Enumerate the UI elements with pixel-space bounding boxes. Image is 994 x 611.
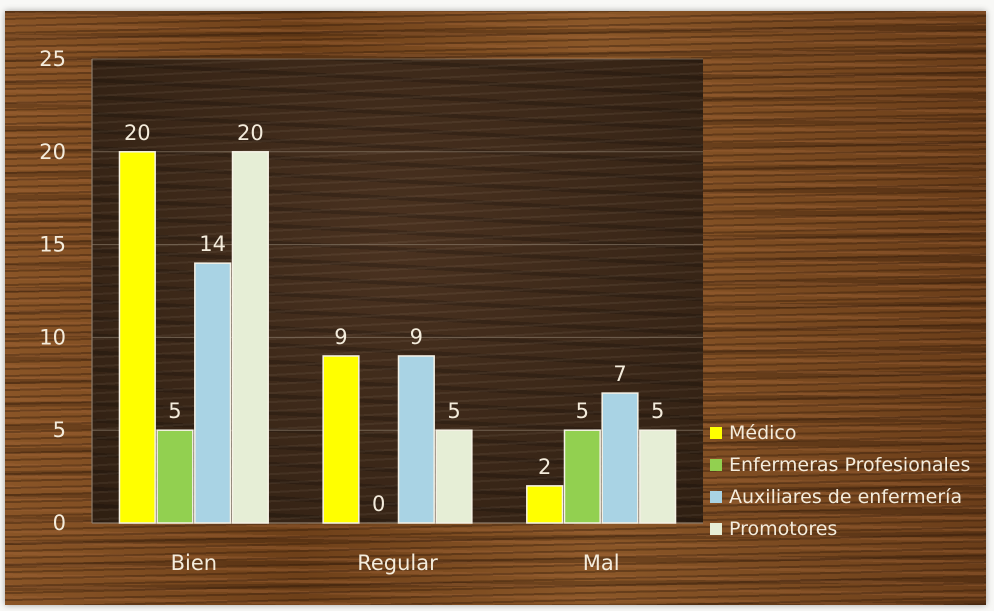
legend-swatch bbox=[710, 523, 722, 535]
legend-swatch bbox=[710, 427, 722, 439]
legend-swatch bbox=[710, 491, 722, 503]
data-label: 14 bbox=[199, 232, 226, 256]
bar bbox=[526, 485, 564, 524]
y-tick-label: 5 bbox=[53, 418, 66, 442]
data-label: 0 bbox=[372, 492, 385, 516]
bar bbox=[322, 355, 360, 524]
legend-label: Auxiliares de enfermería bbox=[729, 486, 962, 508]
bar bbox=[231, 151, 269, 524]
axes bbox=[91, 59, 703, 524]
bar bbox=[563, 429, 601, 524]
bar bbox=[397, 355, 435, 524]
data-label: 5 bbox=[651, 399, 664, 423]
data-label: 9 bbox=[410, 325, 423, 349]
bar bbox=[435, 429, 473, 524]
x-axis-ticks: Bien Regular Mal bbox=[171, 551, 620, 575]
y-tick-label: 20 bbox=[39, 140, 66, 164]
legend: Médico Enfermeras Profesionales Auxiliares… bbox=[710, 422, 970, 540]
bar bbox=[639, 429, 677, 524]
data-label: 5 bbox=[576, 399, 589, 423]
gridlines bbox=[92, 58, 703, 431]
legend-swatch bbox=[710, 459, 722, 471]
x-tick-label: Regular bbox=[357, 551, 438, 575]
y-tick-label: 25 bbox=[39, 47, 66, 71]
data-label: 20 bbox=[124, 121, 151, 145]
bar bbox=[601, 392, 639, 524]
y-tick-label: 0 bbox=[53, 511, 66, 535]
data-label: 5 bbox=[447, 399, 460, 423]
plot-area bbox=[92, 59, 703, 523]
data-label: 7 bbox=[613, 362, 626, 386]
bar bbox=[118, 151, 156, 524]
x-tick-label: Bien bbox=[171, 551, 217, 575]
y-axis-ticks: 0 5 10 15 20 25 bbox=[39, 47, 66, 535]
legend-label: Médico bbox=[729, 422, 797, 444]
data-label: 9 bbox=[334, 325, 347, 349]
y-tick-label: 10 bbox=[39, 325, 66, 349]
data-label: 20 bbox=[237, 121, 264, 145]
data-label: 5 bbox=[168, 399, 181, 423]
legend-label: Enfermeras Profesionales bbox=[729, 454, 970, 476]
bar bbox=[156, 429, 194, 524]
x-tick-label: Mal bbox=[583, 551, 620, 575]
bar bbox=[194, 262, 232, 524]
data-label: 2 bbox=[538, 455, 551, 479]
y-tick-label: 15 bbox=[39, 233, 66, 257]
bars bbox=[118, 151, 677, 524]
legend-label: Promotores bbox=[729, 518, 837, 540]
